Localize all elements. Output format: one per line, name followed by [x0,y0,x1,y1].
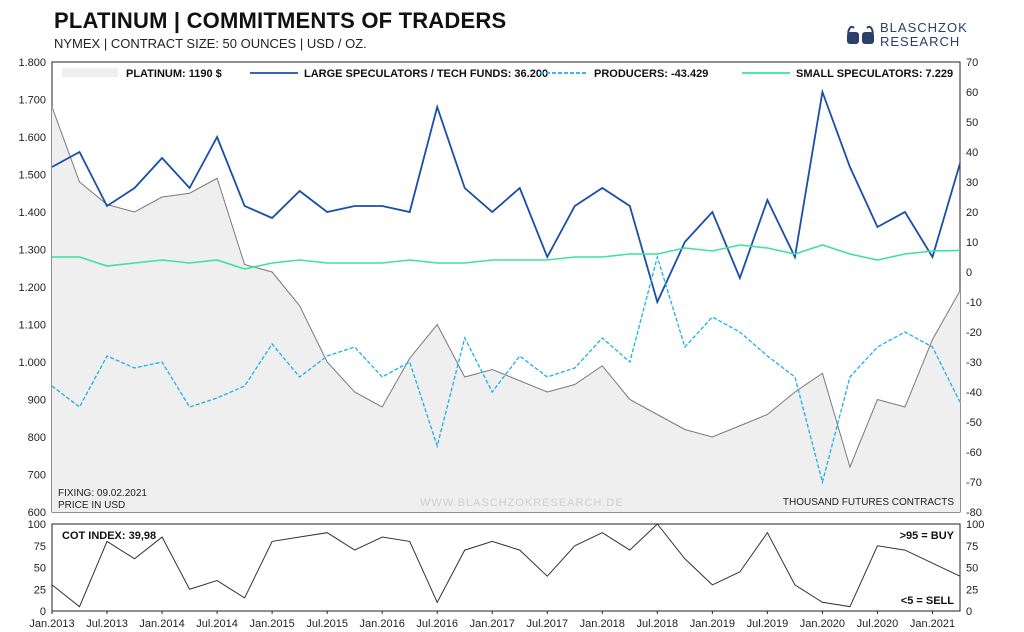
x-axis-tick-label: Jul.2020 [857,618,899,630]
right-axis-tick-label: 70 [966,57,978,69]
x-axis-tick-label: Jan.2020 [800,618,845,630]
cot-left-tick-label: 0 [40,606,46,618]
cot-left-tick-label: 75 [34,541,46,553]
logo-line-2: RESEARCH [880,34,961,49]
left-axis-tick-label: 1.300 [18,245,46,257]
x-axis-tick-label: Jan.2015 [249,618,294,630]
bull-bear-logo-icon [847,25,874,44]
cot-right-tick-label: 100 [966,519,984,531]
cot-left-tick-label: 25 [34,584,46,596]
small-speculators-line [52,244,961,270]
cot-index-line [51,523,961,608]
chart-title: PLATINUM | COMMITMENTS OF TRADERS [54,8,507,33]
x-axis-tick-label: Jan.2019 [690,618,735,630]
platinum-price-line [51,106,961,469]
x-axis-tick-label: Jan.2021 [910,618,955,630]
cot-left-tick-label: 100 [28,519,46,531]
x-axis-tick-label: Jan.2017 [470,618,515,630]
left-axis-tick-label: 1.600 [18,132,46,144]
right-axis-tick-label: 50 [966,117,978,129]
producers-line [51,254,961,485]
legend-large-speculators-label: LARGE SPECULATORS / TECH FUNDS: 36.200 [304,68,548,80]
x-axis-tick-label: Jul.2014 [196,618,238,630]
legend-producers-label: PRODUCERS: -43.429 [594,68,708,80]
right-axis-tick-label: -50 [966,417,982,429]
price-unit-note: PRICE IN USD [58,500,125,511]
x-axis-tick-label: Jul.2013 [86,618,128,630]
platinum-price-area [52,107,960,512]
legend-small-speculators-label: SMALL SPECULATORS: 7.229 [796,68,953,80]
legend-platinum-label: PLATINUM: 1190 $ [126,68,222,80]
x-axis-tick-label: Jul.2015 [306,618,348,630]
large-speculators-line [51,88,961,305]
right-axis-tick-label: 0 [966,267,972,279]
units-note: THOUSAND FUTURES CONTRACTS [783,497,954,508]
cot-right-tick-label: 50 [966,563,978,575]
right-axis-tick-label: -80 [966,507,982,519]
cot-right-tick-label: 75 [966,541,978,553]
brand-logo: BLASCHZOK RESEARCH [846,20,1016,50]
left-axis-tick-label: 1.100 [18,320,46,332]
right-axis-tick-label: -30 [966,357,982,369]
right-axis-tick-label: -70 [966,477,982,489]
x-axis-tick-label: Jan.2016 [360,618,405,630]
x-axis-tick-label: Jul.2016 [416,618,458,630]
right-axis-tick-label: -40 [966,387,982,399]
fixing-note: FIXING: 09.02.2021 [58,488,147,499]
left-axis-tick-label: 800 [28,432,46,444]
cot-right-tick-label: 25 [966,584,978,596]
left-axis-tick-label: 1.500 [18,170,46,182]
right-axis-tick-label: 10 [966,237,978,249]
cot-right-tick-label: 0 [966,606,972,618]
x-axis-tick-label: Jul.2018 [637,618,679,630]
right-axis-tick-label: -60 [966,447,982,459]
right-axis-tick-label: 40 [966,147,978,159]
legend-platinum-swatch [62,68,118,77]
left-axis-tick-label: 600 [28,507,46,519]
x-axis-tick-label: Jan.2018 [580,618,625,630]
left-axis-tick-label: 700 [28,470,46,482]
x-axis-tick-label: Jul.2017 [526,618,568,630]
right-axis-tick-label: -10 [966,297,982,309]
cot-index-label: COT INDEX: 39,98 [62,530,156,542]
left-axis-tick-label: 1.700 [18,95,46,107]
left-axis-tick-label: 1.200 [18,282,46,294]
left-axis-tick-label: 900 [28,395,46,407]
logo-line-1: BLASCHZOK [880,20,968,35]
left-axis-tick-label: 1.000 [18,357,46,369]
right-axis-tick-label: 60 [966,87,978,99]
right-axis-tick-label: -20 [966,327,982,339]
x-axis-tick-label: Jan.2013 [29,618,74,630]
left-axis-tick-label: 1.800 [18,57,46,69]
x-axis-tick-label: Jan.2014 [139,618,184,630]
left-axis-tick-label: 1.400 [18,207,46,219]
sub-plot-frame [51,523,961,612]
cot-left-tick-label: 50 [34,563,46,575]
watermark: WWW.BLASCHZOKRESEARCH.DE [420,497,624,509]
right-axis-tick-label: 30 [966,177,978,189]
buy-threshold-label: >95 = BUY [900,530,955,542]
chart-subtitle: NYMEX | CONTRACT SIZE: 50 OUNCES | USD /… [54,36,367,51]
sell-threshold-label: <5 = SELL [901,595,954,607]
right-axis-tick-label: 20 [966,207,978,219]
x-axis-tick-label: Jul.2019 [747,618,789,630]
